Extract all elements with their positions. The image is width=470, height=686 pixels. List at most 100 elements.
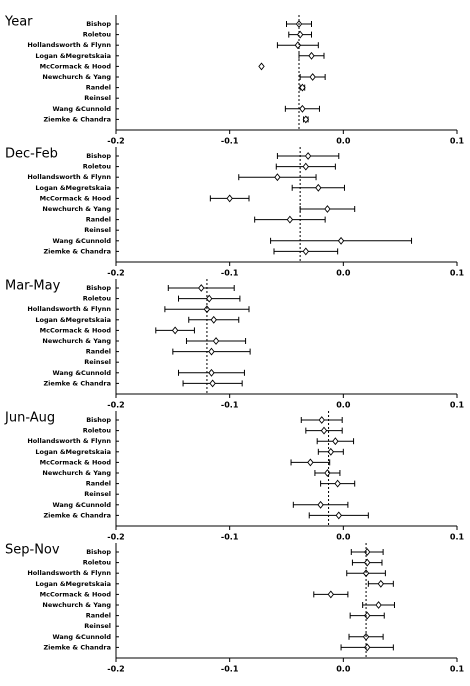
category-label: Wang &Cunnold [52, 633, 111, 641]
data-point [318, 416, 325, 424]
data-point [309, 73, 316, 81]
category-label: Randel [86, 612, 111, 620]
category-label: Roletou [83, 163, 112, 171]
category-label: Randel [86, 480, 111, 488]
x-tick-label: -0.1 [221, 665, 239, 674]
data-point [198, 284, 205, 292]
panel-title: Year [4, 15, 33, 30]
data-point [327, 590, 335, 599]
data-point [302, 247, 310, 256]
category-label: Reinsel [84, 358, 111, 366]
data-point [315, 183, 322, 192]
data-point [208, 368, 215, 377]
data-point [317, 500, 324, 509]
category-label: Bishop [86, 548, 111, 556]
category-label: Newchurch & Yang [42, 73, 111, 81]
data-point [324, 205, 331, 213]
category-label: Wang &Cunnold [52, 369, 111, 377]
x-tick-label: -0.2 [107, 665, 125, 674]
category-label: Logan &Megretskaia [35, 448, 111, 456]
category-label: Reinsel [84, 226, 111, 234]
x-tick-label: -0.2 [107, 533, 125, 542]
data-point [304, 152, 312, 160]
data-point [332, 437, 339, 446]
panel-title: Jun-Aug [4, 411, 55, 426]
x-tick-label: 0.1 [450, 665, 465, 674]
x-tick-label: 0.0 [336, 533, 351, 542]
panel-title: Sep-Nov [5, 543, 60, 558]
category-label: Reinsel [84, 94, 111, 102]
x-tick-label: 0.1 [450, 533, 465, 542]
data-point [294, 41, 302, 50]
category-label: Roletou [83, 427, 112, 435]
x-tick-label: 0.1 [450, 137, 465, 146]
data-point [307, 458, 314, 467]
data-point [308, 51, 315, 60]
x-tick-label: -0.2 [107, 401, 125, 410]
data-point [364, 558, 371, 567]
data-point [258, 62, 265, 71]
data-point [296, 30, 304, 39]
x-tick-label: 0.0 [336, 401, 351, 410]
data-point [375, 601, 382, 609]
data-point [212, 337, 220, 345]
category-label: Ziemke & Chandra [43, 511, 111, 519]
category-label: Roletou [83, 31, 112, 39]
data-point [299, 104, 306, 113]
x-tick-label: 0.0 [336, 137, 351, 146]
data-point [337, 236, 345, 245]
category-label: Roletou [83, 295, 112, 303]
category-label: McCormack & Hood [40, 194, 112, 202]
data-point [364, 643, 371, 652]
category-label: Logan &Megretskaia [35, 184, 111, 192]
data-point [171, 326, 179, 335]
x-tick-label: 0.1 [450, 269, 465, 278]
x-tick-label: -0.1 [221, 269, 239, 278]
category-label: Newchurch & Yang [42, 205, 111, 213]
data-point [274, 173, 281, 182]
category-label: Bishop [86, 20, 111, 28]
category-label: Reinsel [84, 622, 111, 630]
category-label: Bishop [86, 284, 111, 292]
data-point [324, 469, 331, 477]
category-label: Randel [86, 216, 111, 224]
x-tick-label: 0.0 [336, 665, 351, 674]
category-label: Logan &Megretskaia [35, 316, 111, 324]
x-tick-label: -0.2 [107, 269, 125, 278]
category-label: Ziemke & Chandra [43, 115, 111, 123]
category-label: Wang &Cunnold [52, 501, 111, 509]
category-label: Wang &Cunnold [52, 105, 111, 113]
data-point [364, 548, 371, 556]
category-label: Newchurch & Yang [42, 337, 111, 345]
category-label: Hollandsworth & Flynn [27, 41, 111, 49]
category-label: McCormack & Hood [40, 62, 112, 70]
data-point [286, 215, 294, 224]
category-label: Hollandsworth & Flynn [27, 437, 111, 445]
category-label: Ziemke & Chandra [43, 247, 111, 255]
category-label: Ziemke & Chandra [43, 379, 111, 387]
category-label: Logan &Megretskaia [35, 580, 111, 588]
x-tick-label: -0.2 [107, 137, 125, 146]
category-label: Randel [86, 348, 111, 356]
panel-title: Mar-May [5, 279, 61, 294]
data-point [208, 347, 215, 356]
data-point [320, 426, 328, 435]
data-point [302, 115, 310, 124]
data-point [327, 447, 335, 456]
category-label: Newchurch & Yang [42, 601, 111, 609]
category-label: Randel [86, 84, 111, 92]
category-label: McCormack & Hood [40, 590, 112, 598]
data-point [364, 611, 371, 620]
category-label: Ziemke & Chandra [43, 643, 111, 651]
data-point [210, 315, 217, 324]
data-point [334, 479, 341, 488]
category-label: Hollandsworth & Flynn [27, 305, 111, 313]
data-point [377, 579, 385, 588]
x-tick-label: 0.0 [336, 269, 351, 278]
category-label: Newchurch & Yang [42, 469, 111, 477]
category-label: Hollandsworth & Flynn [27, 569, 111, 577]
data-point [226, 194, 233, 203]
category-label: Wang &Cunnold [52, 237, 111, 245]
panel-title: Dec-Feb [5, 147, 58, 162]
data-point [299, 83, 306, 92]
